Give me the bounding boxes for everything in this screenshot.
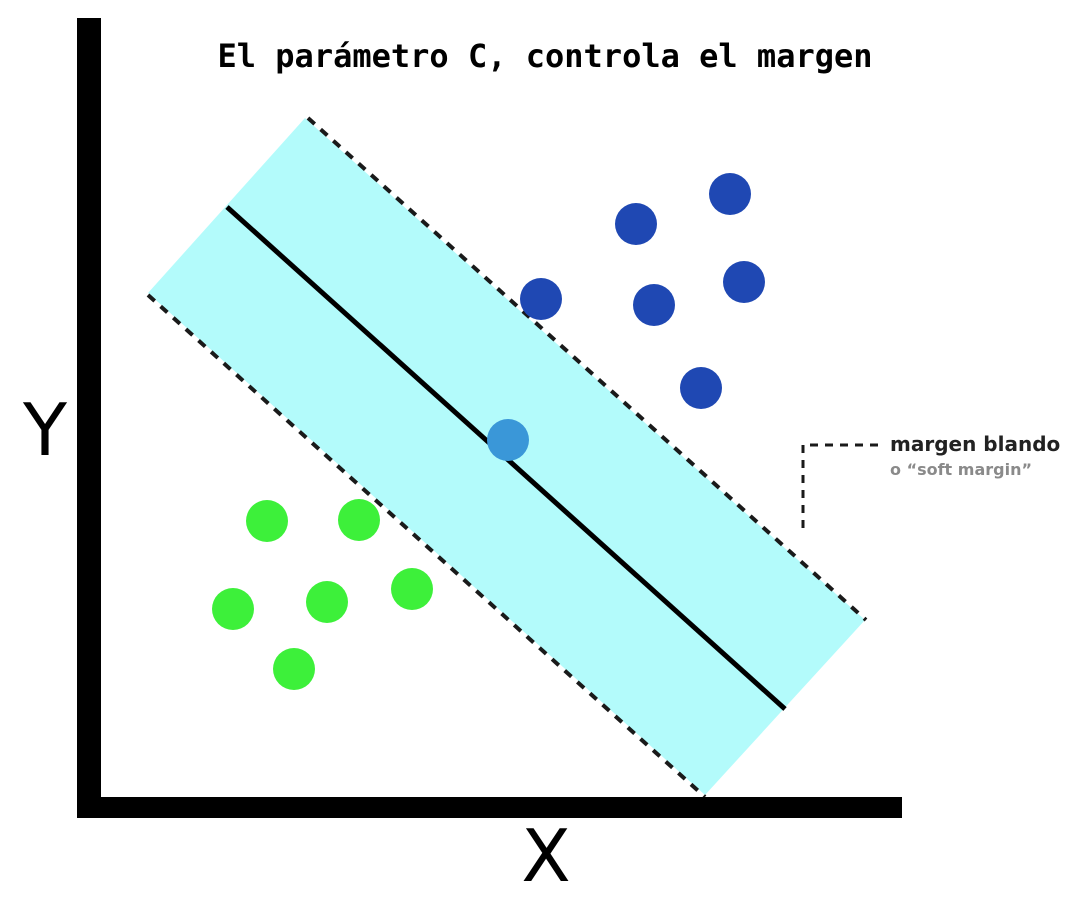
green-point	[306, 581, 348, 623]
callout-main-label: margen blando	[890, 432, 1060, 456]
blue-point	[520, 278, 562, 320]
blue-point	[709, 173, 751, 215]
upper-margin-edge	[306, 116, 868, 622]
y-axis-label: Y	[22, 388, 68, 472]
x-axis-label: X	[521, 814, 570, 898]
diagram-title: El parámetro C, controla el margen	[217, 37, 872, 75]
green-point	[212, 588, 254, 630]
green-point	[338, 499, 380, 541]
green-point	[246, 500, 288, 542]
callout-connector	[801, 443, 880, 528]
lower-margin-edge	[146, 293, 707, 799]
x-axis	[77, 797, 902, 818]
y-axis	[77, 18, 101, 818]
green-point	[391, 568, 433, 610]
blue-point	[633, 284, 675, 326]
callout-sub-label: o “soft margin”	[890, 460, 1032, 479]
blue-point	[615, 203, 657, 245]
blue-point	[680, 367, 722, 409]
blue-point	[723, 261, 765, 303]
margin-violating-point	[487, 419, 529, 461]
blue-class-points	[520, 173, 765, 409]
green-point	[273, 648, 315, 690]
green-class-points	[212, 499, 433, 690]
